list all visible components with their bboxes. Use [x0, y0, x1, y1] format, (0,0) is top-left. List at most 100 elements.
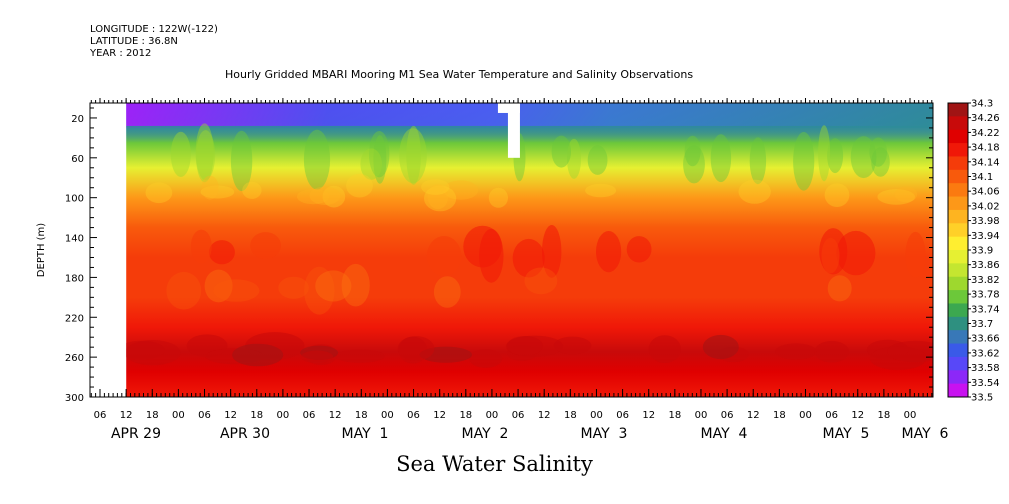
x-tick-label: 00 [277, 410, 290, 421]
chart-title: Hourly Gridded MBARI Mooring M1 Sea Wate… [225, 68, 694, 81]
colorbar-label: 33.54 [971, 378, 1000, 389]
y-tick-label: 140 [65, 234, 84, 245]
variable-title: Sea Water Salinity [396, 452, 593, 476]
x-tick-label: 06 [721, 410, 734, 421]
colorbar-label: 33.94 [971, 231, 1000, 242]
latitude-label: LATITUDE : 36.8N [90, 36, 178, 47]
colorbar-swatch [948, 343, 968, 358]
y-tick-label: 220 [65, 313, 84, 324]
colorbar-swatch [948, 263, 968, 278]
x-tick-label: 18 [773, 410, 786, 421]
colorbar-swatch [948, 356, 968, 371]
year-label: YEAR : 2012 [90, 48, 152, 59]
colorbar-label: 33.7 [971, 319, 993, 330]
colorbar-swatch [948, 236, 968, 251]
colorbar-swatch [948, 116, 968, 131]
colorbar-swatch [948, 370, 968, 385]
colorbar-label: 33.86 [971, 260, 1000, 271]
x-day-label: MAY 3 [581, 426, 628, 442]
colorbar-swatch [948, 209, 968, 224]
colorbar-label: 34.14 [971, 157, 1000, 168]
x-tick-label: 00 [799, 410, 812, 421]
x-tick-label: 00 [590, 410, 603, 421]
colorbar-swatch [948, 129, 968, 144]
colorbar-swatch [948, 143, 968, 157]
x-tick-label: 18 [459, 410, 472, 421]
x-tick-label: 18 [355, 410, 368, 421]
x-day-label: MAY 2 [462, 426, 509, 442]
colorbar-swatch [948, 196, 968, 211]
colorbar-label: 34.18 [971, 143, 1000, 154]
longitude-label: LONGITUDE : 122W(-122) [90, 24, 218, 35]
colorbar-label: 33.98 [971, 216, 1000, 227]
x-day-label: MAY 4 [701, 426, 748, 442]
metadata-block: LONGITUDE : 122W(-122) LATITUDE : 36.8N … [90, 24, 218, 60]
x-tick-label: 00 [381, 410, 394, 421]
colorbar-swatch [948, 250, 968, 264]
colorbar-label: 33.58 [971, 363, 1000, 374]
colorbar-label: 33.9 [971, 246, 993, 257]
x-tick-label: 06 [303, 410, 316, 421]
colorbar-swatch [948, 383, 968, 398]
y-tick-label: 260 [65, 353, 84, 364]
x-day-label: MAY 1 [342, 426, 389, 442]
surface-layer [126, 103, 933, 128]
x-tick-label: 18 [146, 410, 159, 421]
x-tick-label: 00 [486, 410, 499, 421]
x-tick-label: 12 [851, 410, 864, 421]
colorbar-swatch [948, 276, 968, 291]
x-day-label: APR 30 [220, 426, 270, 442]
colorbar-swatch [948, 303, 968, 318]
colorbar-swatch [948, 169, 968, 184]
y-tick-label: 300 [65, 393, 84, 404]
x-tick-label: 00 [695, 410, 708, 421]
x-tick-label: 12 [224, 410, 237, 421]
x-tick-label: 18 [564, 410, 577, 421]
x-tick-label: 06 [94, 410, 107, 421]
x-tick-label: 06 [825, 410, 838, 421]
data-gap-2 [507, 103, 520, 158]
colorbar-swatch [948, 316, 968, 331]
x-tick-label: 18 [878, 410, 891, 421]
x-tick-label: 06 [512, 410, 525, 421]
colorbar-swatch [948, 290, 968, 304]
colorbar-label: 33.82 [971, 275, 1000, 286]
plot-frame [89, 102, 934, 398]
colorbar-swatch [948, 183, 968, 198]
colorbar-label: 33.62 [971, 348, 1000, 359]
y-axis-label: DEPTH (m) [36, 223, 47, 277]
x-tick-label: 12 [538, 410, 551, 421]
colorbar-label: 34.02 [971, 201, 1000, 212]
x-tick-label: 00 [904, 410, 917, 421]
x-tick-label: 12 [747, 410, 760, 421]
colorbar-label: 33.78 [971, 290, 1000, 301]
y-tick-label: 180 [65, 273, 84, 284]
salinity-heatmap [91, 103, 933, 397]
y-tick-label: 20 [71, 114, 84, 125]
x-tick-label: 12 [329, 410, 342, 421]
x-tick-label: 06 [616, 410, 629, 421]
colorbar-swatch [948, 223, 968, 238]
x-tick-label: 12 [120, 410, 133, 421]
x-tick-label: 12 [433, 410, 446, 421]
colorbar-label: 34.06 [971, 187, 1000, 198]
x-axis: 06 12 18 00 06 12 18 00 06 12 18 00 06 12 18 00 06 12 18 00… [90, 98, 949, 442]
x-tick-label: 00 [172, 410, 185, 421]
x-tick-label: 12 [642, 410, 655, 421]
colorbar-swatch [948, 103, 968, 117]
colorbar: 34.3 34.26 34.22 34.18 34.14 34.1 34.06 34.02 33… [947, 99, 1000, 404]
colorbar-label: 33.74 [971, 304, 1000, 315]
x-day-label: MAY 5 [823, 426, 870, 442]
x-tick-label: 06 [198, 410, 211, 421]
colorbar-label: 34.3 [971, 99, 993, 110]
colorbar-swatch [948, 330, 968, 345]
x-tick-label: 06 [407, 410, 420, 421]
colorbar-label: 34.1 [971, 172, 993, 183]
x-tick-label: 18 [250, 410, 263, 421]
missing-data-area [91, 103, 127, 397]
x-tick-label: 18 [668, 410, 681, 421]
colorbar-label: 34.22 [971, 128, 1000, 139]
colorbar-label: 33.66 [971, 334, 1000, 345]
y-tick-label: 60 [71, 154, 84, 165]
